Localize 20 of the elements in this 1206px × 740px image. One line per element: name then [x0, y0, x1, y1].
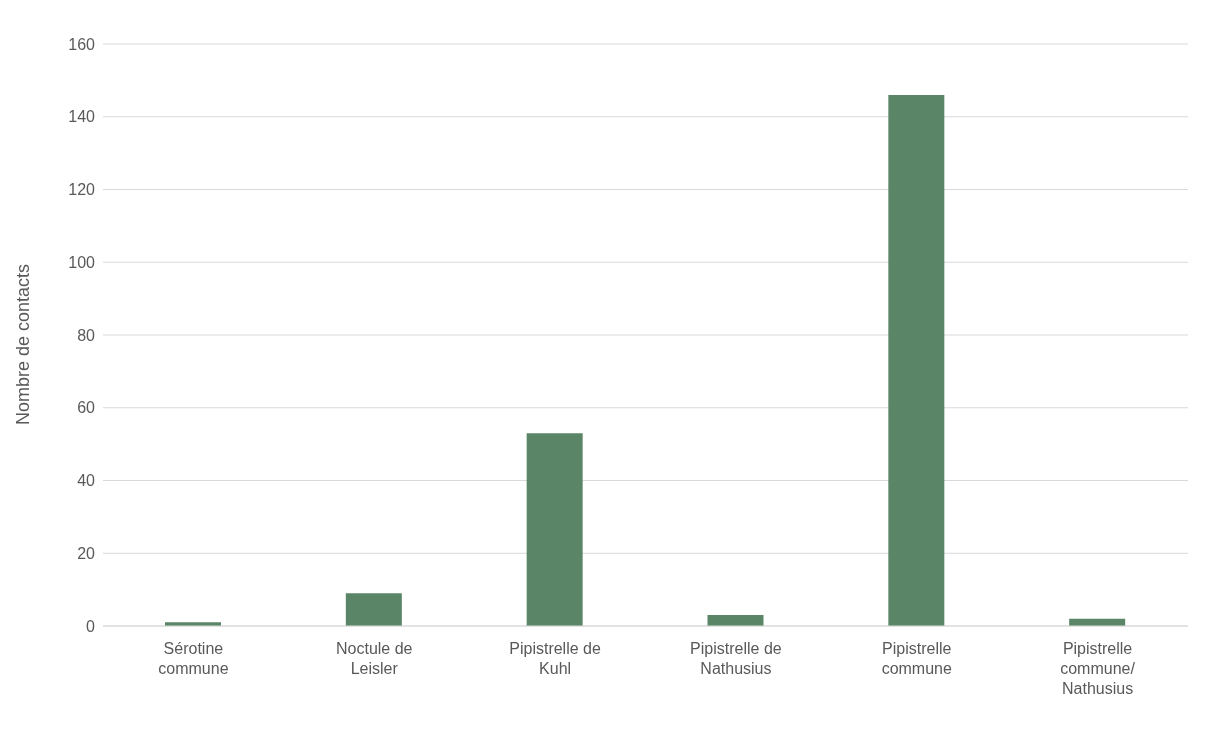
- bar: [707, 615, 764, 626]
- x-tick-label: Pipistrelle de Kuhl: [509, 640, 601, 677]
- y-tick-label: 120: [68, 181, 96, 199]
- y-tick-label: 80: [77, 326, 96, 344]
- y-tick-label: 40: [77, 472, 96, 490]
- bar: [345, 593, 402, 626]
- bar: [526, 433, 583, 626]
- y-tick-label: 140: [68, 108, 96, 126]
- x-tick-label: Pipistrelle de Nathusius: [690, 640, 782, 677]
- bar: [888, 94, 945, 626]
- y-tick-label: 0: [86, 617, 96, 635]
- y-tick-label: 160: [68, 35, 96, 53]
- y-axis-title: Nombre de contacts: [13, 263, 34, 425]
- y-tick-label: 100: [68, 253, 96, 271]
- x-tick-label: Pipistrelle commune/Nathusius: [1060, 640, 1136, 697]
- y-tick-label: 60: [77, 399, 96, 417]
- x-tick-label: Sérotine commune: [158, 640, 229, 677]
- x-tick-label: Pipistrelle commune: [881, 640, 952, 677]
- y-tick-label: 20: [77, 544, 96, 562]
- x-tick-label: Noctule de Leisler: [336, 640, 413, 677]
